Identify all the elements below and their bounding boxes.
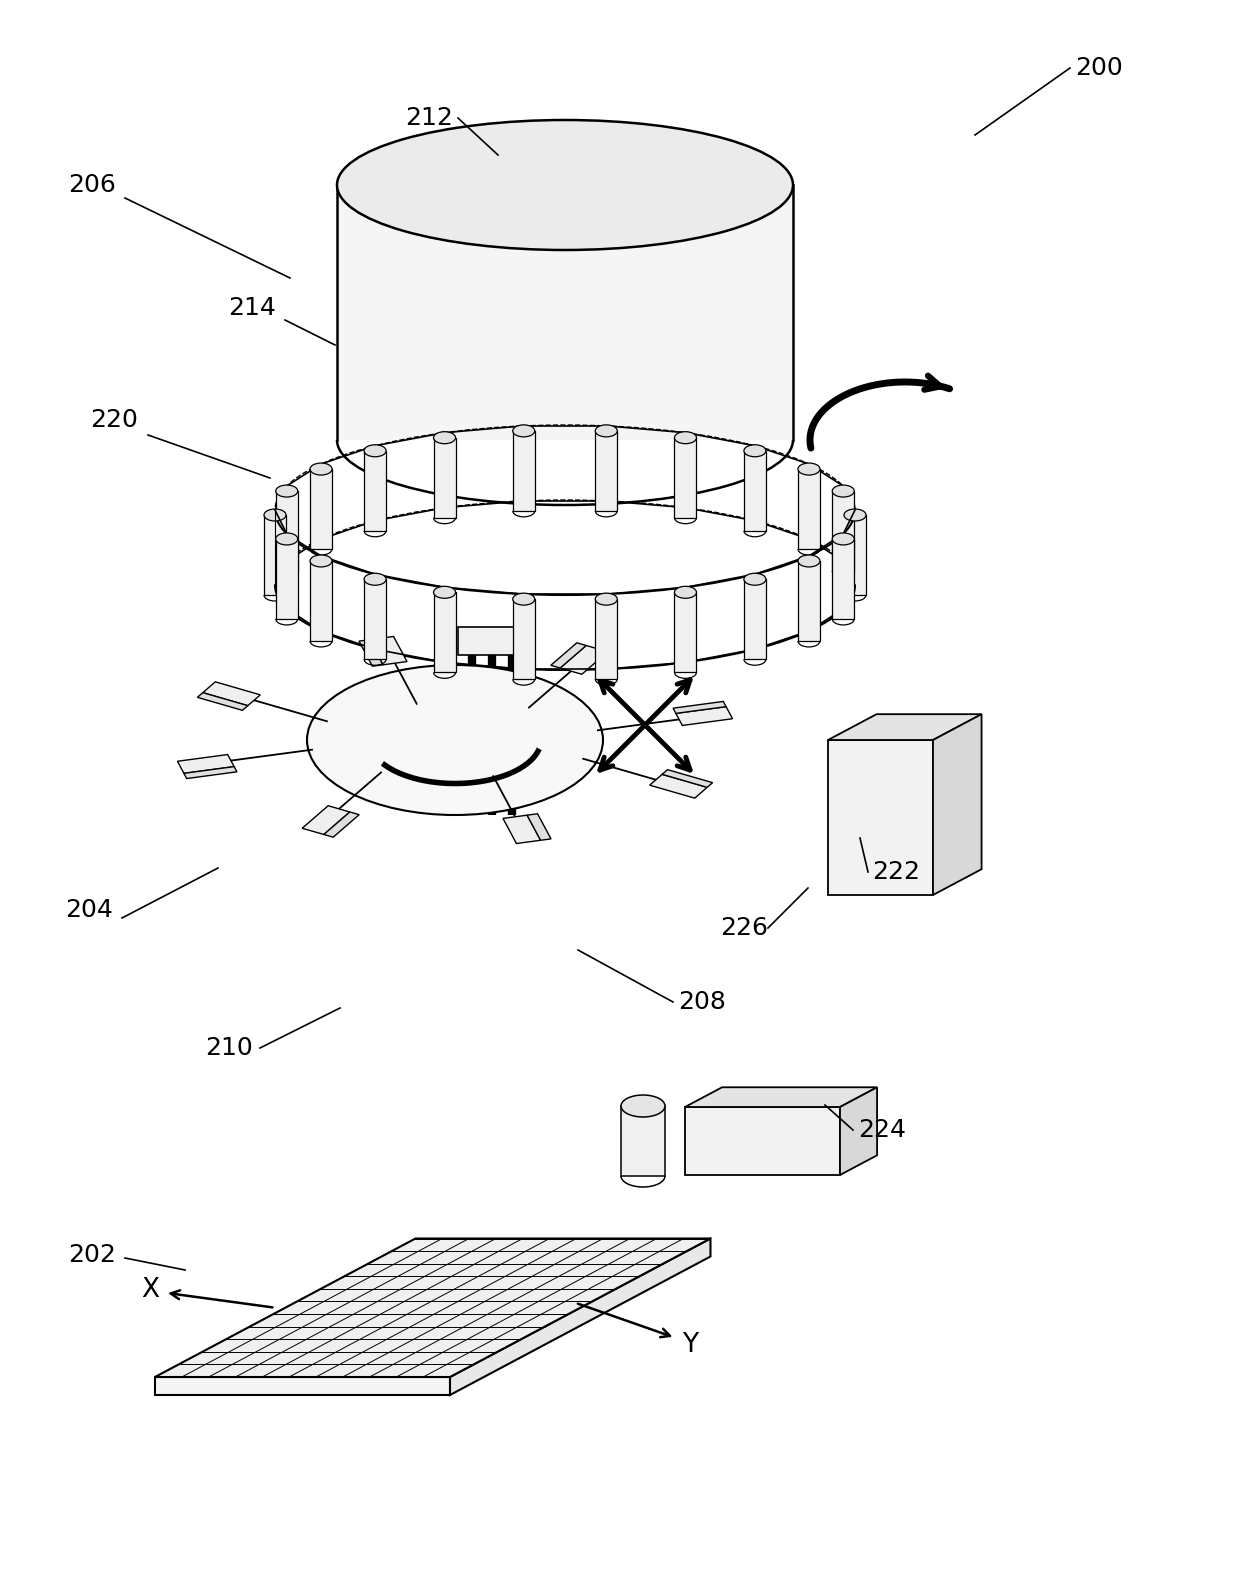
Polygon shape <box>450 1238 711 1396</box>
Ellipse shape <box>832 485 854 498</box>
Polygon shape <box>360 640 383 667</box>
Text: 220: 220 <box>91 408 138 432</box>
Polygon shape <box>650 774 707 798</box>
Bar <box>434 592 455 673</box>
Bar <box>799 561 820 641</box>
Text: Y: Y <box>682 1332 698 1357</box>
Polygon shape <box>155 1376 450 1396</box>
Ellipse shape <box>512 424 534 437</box>
Text: 224: 224 <box>858 1118 906 1142</box>
Ellipse shape <box>365 573 386 585</box>
Polygon shape <box>324 812 360 837</box>
Text: 202: 202 <box>68 1243 115 1266</box>
Bar <box>832 491 854 571</box>
Text: 210: 210 <box>205 1037 253 1061</box>
Bar <box>458 627 526 656</box>
Polygon shape <box>673 702 727 713</box>
Bar <box>595 431 618 510</box>
Polygon shape <box>662 770 713 788</box>
Text: X: X <box>141 1276 159 1303</box>
Polygon shape <box>676 707 733 726</box>
Polygon shape <box>684 1088 877 1107</box>
Polygon shape <box>839 1088 877 1176</box>
Polygon shape <box>828 740 932 895</box>
Bar <box>275 539 298 619</box>
Ellipse shape <box>675 432 697 443</box>
Bar <box>595 600 618 679</box>
Text: 200: 200 <box>1075 56 1122 80</box>
Ellipse shape <box>595 424 618 437</box>
Polygon shape <box>370 636 407 665</box>
Bar <box>310 561 332 641</box>
Bar <box>310 469 332 549</box>
Polygon shape <box>155 1238 711 1376</box>
Bar <box>275 491 298 571</box>
Ellipse shape <box>365 445 386 456</box>
Ellipse shape <box>310 463 332 475</box>
Ellipse shape <box>310 555 332 566</box>
Polygon shape <box>828 715 982 740</box>
Polygon shape <box>503 815 541 844</box>
Bar <box>832 539 854 619</box>
Bar <box>434 437 455 518</box>
Ellipse shape <box>799 463 820 475</box>
Text: 206: 206 <box>68 172 115 198</box>
Bar <box>799 469 820 549</box>
Text: 212: 212 <box>405 105 453 131</box>
Bar <box>264 515 286 595</box>
Polygon shape <box>527 813 551 841</box>
Polygon shape <box>560 646 608 675</box>
Text: 208: 208 <box>678 990 725 1014</box>
Polygon shape <box>551 643 587 668</box>
Ellipse shape <box>832 533 854 545</box>
Polygon shape <box>197 692 248 710</box>
Polygon shape <box>203 681 260 705</box>
Ellipse shape <box>595 593 618 605</box>
Bar <box>365 451 386 531</box>
Polygon shape <box>177 754 234 774</box>
Bar <box>512 431 534 510</box>
Ellipse shape <box>275 485 298 498</box>
Bar <box>365 579 386 659</box>
Polygon shape <box>184 767 237 778</box>
Ellipse shape <box>275 533 298 545</box>
Ellipse shape <box>844 509 866 522</box>
Polygon shape <box>932 715 982 895</box>
Ellipse shape <box>434 432 455 443</box>
Bar <box>675 592 697 673</box>
Bar <box>512 600 534 679</box>
Text: 222: 222 <box>872 860 920 884</box>
Polygon shape <box>684 1107 839 1176</box>
Bar <box>621 1105 665 1176</box>
Ellipse shape <box>799 555 820 566</box>
Ellipse shape <box>434 587 455 598</box>
Ellipse shape <box>308 665 603 815</box>
Bar <box>675 437 697 518</box>
Bar <box>337 185 794 440</box>
Ellipse shape <box>744 573 766 585</box>
Bar <box>844 515 866 595</box>
Ellipse shape <box>744 445 766 456</box>
Ellipse shape <box>512 593 534 605</box>
Ellipse shape <box>621 1096 665 1116</box>
Text: 204: 204 <box>64 898 113 922</box>
Ellipse shape <box>337 120 794 250</box>
Polygon shape <box>303 805 350 834</box>
Bar <box>744 451 766 531</box>
Ellipse shape <box>675 587 697 598</box>
Text: 226: 226 <box>720 916 768 939</box>
Text: 214: 214 <box>228 297 275 321</box>
Ellipse shape <box>264 509 286 522</box>
Bar <box>744 579 766 659</box>
